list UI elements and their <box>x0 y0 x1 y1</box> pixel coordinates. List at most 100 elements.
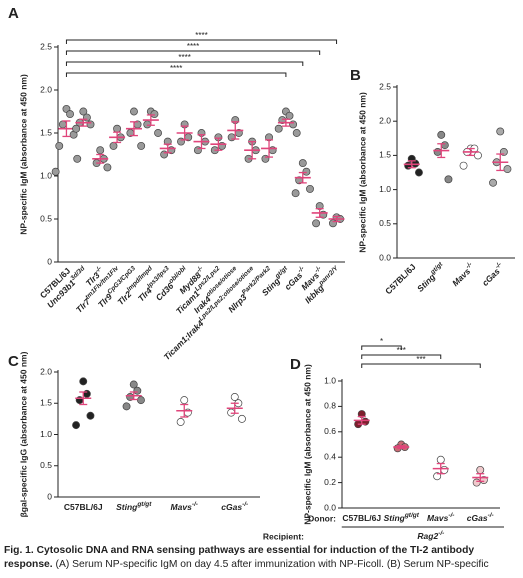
data-point <box>312 219 321 228</box>
data-point <box>103 163 112 172</box>
data-point <box>58 120 67 129</box>
y-axis-title: NP-specific IgM (absorbance at 450 nm) <box>18 74 28 235</box>
y-axis-title: NP-specific IgM (absorbance at 450 nm) <box>302 364 312 525</box>
data-point <box>82 113 91 122</box>
data-point <box>302 167 311 176</box>
data-point <box>306 184 314 193</box>
gene-superscript: -/- <box>195 265 204 274</box>
data-point <box>177 137 185 146</box>
y-tick-label: 1.5 <box>379 150 391 160</box>
data-point <box>440 141 449 150</box>
y-tick-label: 1.5 <box>40 398 52 408</box>
gene-superscript: gt/gt <box>404 512 420 519</box>
y-tick-label: 1.5 <box>40 127 52 137</box>
recipient-label: Recipient: <box>263 531 304 541</box>
category-label: cGas-/- <box>479 261 506 288</box>
data-point <box>291 189 300 198</box>
category-label: cGas-/- <box>467 512 494 524</box>
gene-name: C57BL/6J <box>383 262 418 297</box>
gene-superscript: -/- <box>94 265 103 274</box>
data-point <box>440 465 449 474</box>
category-label: Stinggt/gt <box>384 512 420 524</box>
data-point <box>176 418 185 426</box>
category-label: cGas-/- <box>221 501 248 513</box>
chart: A NP-specific IgM (absorbance at 450 nm) 0… <box>8 5 515 541</box>
gene-superscript: gt/gt <box>136 501 152 508</box>
data-point <box>503 165 512 174</box>
data-point <box>72 421 81 430</box>
data-point <box>113 124 122 133</box>
data-point <box>109 141 118 150</box>
data-point <box>261 154 270 163</box>
data-point <box>66 110 74 119</box>
data-point <box>160 150 169 159</box>
y-tick-label: 1.0 <box>379 184 391 194</box>
gene-name: cGas <box>221 502 242 512</box>
gene-name: Ticam1;Irak4 <box>162 318 206 362</box>
gene-superscript: -/- <box>438 530 444 537</box>
data-point <box>143 120 152 129</box>
panel-label: A <box>8 5 19 22</box>
gene-superscript: -/- <box>488 512 494 519</box>
y-tick-label: 0 <box>47 491 52 501</box>
category-label: C57BL/6J <box>64 502 103 512</box>
significance-label: **** <box>187 42 199 51</box>
significance-label: * <box>380 337 383 346</box>
y-tick-label: 0.8 <box>324 401 336 411</box>
gene-superscript: -/- <box>494 261 503 270</box>
category-label: Mavs-/- <box>427 512 454 524</box>
gene-name: Mavs <box>171 502 193 512</box>
significance-bracket <box>361 354 442 359</box>
significance-label: **** <box>178 53 190 62</box>
y-tick-label: 2.5 <box>40 41 52 51</box>
category-label: Mavs-/- <box>171 501 198 513</box>
data-point <box>436 455 445 464</box>
significance-bracket <box>65 72 287 77</box>
data-point <box>180 396 189 405</box>
caption: Fig. 1. Cytosolic DNA and RNA sensing pa… <box>4 544 519 572</box>
data-point <box>298 159 307 168</box>
data-point <box>292 129 301 137</box>
gene-name: Rag2 <box>417 531 438 541</box>
gene-superscript: -/- <box>448 512 454 519</box>
gene-name: C57BL/6J <box>64 502 103 512</box>
data-point <box>79 107 88 116</box>
caption-text: (A) Serum NP-specific IgM on day 4.5 aft… <box>55 559 489 570</box>
data-point <box>122 402 131 411</box>
data-point <box>55 141 64 150</box>
data-point <box>274 124 283 133</box>
data-point <box>437 130 446 139</box>
y-tick-label: 2.0 <box>40 84 52 94</box>
data-point <box>73 154 82 163</box>
y-tick-label: 0.0 <box>324 502 336 512</box>
data-point <box>329 219 337 228</box>
data-point <box>154 129 163 137</box>
caption-title: Fig. 1. Cytosolic DNA and RNA sensing pa… <box>4 545 475 570</box>
y-tick-label: 2.0 <box>40 366 52 376</box>
category-label: Stinggt/gt <box>414 260 448 294</box>
data-point <box>415 168 423 177</box>
y-tick-label: 1.0 <box>324 375 336 385</box>
y-tick-label: 1.0 <box>40 429 52 439</box>
y-tick-label: 0.2 <box>324 477 336 487</box>
panel-label: B <box>350 67 361 84</box>
gene-superscript: -/- <box>192 501 198 508</box>
data-point <box>489 178 497 187</box>
data-point <box>136 396 145 405</box>
significance-label: *** <box>397 346 406 355</box>
data-point <box>137 141 146 150</box>
data-point <box>72 124 81 133</box>
data-point <box>96 146 105 155</box>
gene-name: Sting <box>384 513 406 523</box>
data-point <box>129 380 138 389</box>
data-point <box>459 161 468 170</box>
category-label: C57BL/6J <box>383 262 418 297</box>
y-tick-label: 0.5 <box>379 218 391 228</box>
gene-superscript: -/- <box>313 265 322 274</box>
significance-label: **** <box>195 31 207 40</box>
y-tick-label: 0.5 <box>40 460 52 470</box>
significance-bracket <box>65 39 338 44</box>
significance-label: *** <box>416 355 425 364</box>
data-point <box>86 411 95 420</box>
data-point <box>474 151 482 160</box>
